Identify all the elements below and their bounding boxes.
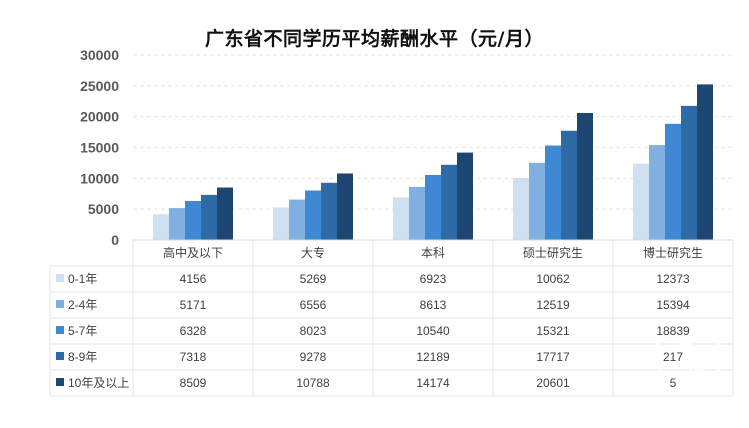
legend-label: 5-7年	[68, 324, 97, 338]
y-tick-label: 10000	[80, 170, 119, 186]
bar	[457, 152, 473, 240]
data-label: 8023	[300, 324, 327, 338]
bar	[545, 145, 561, 240]
bar	[289, 199, 305, 240]
legend-label: 2-4年	[68, 298, 97, 312]
bar	[633, 163, 649, 240]
legend-swatch	[56, 300, 64, 308]
y-tick-label: 15000	[80, 140, 119, 156]
y-tick-label: 5000	[88, 201, 119, 217]
data-table: 高中及以下 大专 本科 硕士研究生 博士研究生 0-1年 4156 5269 6923 10062…	[49, 239, 734, 397]
data-label: 10788	[296, 376, 330, 390]
bar	[577, 112, 593, 240]
data-label: 14174	[416, 376, 450, 390]
bar	[305, 190, 321, 240]
bar	[441, 164, 457, 240]
legend-label: 8-9年	[68, 350, 97, 364]
category-label: 硕士研究生	[523, 245, 583, 260]
bar	[513, 177, 529, 240]
bar	[321, 182, 337, 240]
data-label: 15321	[536, 324, 570, 338]
data-label: 12373	[656, 272, 690, 286]
data-label: 7318	[180, 350, 207, 364]
data-label: 4156	[180, 272, 207, 286]
y-tick-label: 30000	[80, 47, 119, 63]
data-label: 6556	[300, 298, 327, 312]
data-label: 8613	[420, 298, 447, 312]
bar	[337, 173, 353, 240]
data-label: 10062	[536, 272, 570, 286]
y-tick-label: 20000	[80, 109, 119, 125]
legend-swatch	[56, 378, 64, 386]
bar	[185, 200, 201, 240]
data-label: 5171	[180, 298, 207, 312]
bar	[697, 84, 713, 240]
y-tick-label: 0	[111, 232, 119, 248]
data-label: 15394	[656, 298, 690, 312]
data-label: 20601	[536, 376, 570, 390]
category-label: 本科	[421, 246, 445, 260]
y-axis-ticks: 0 5000 10000 15000 20000 25000 30000	[80, 47, 119, 248]
bar	[665, 123, 681, 240]
bar	[153, 214, 169, 240]
bar	[201, 194, 217, 240]
bar	[561, 130, 577, 240]
category-label: 博士研究生	[643, 245, 703, 260]
chart-title: 广东省不同学历平均薪酬水平（元/月）	[205, 28, 544, 50]
legend-swatch	[56, 352, 64, 360]
data-label: 6923	[420, 272, 447, 286]
data-label: 12189	[416, 350, 450, 364]
bars	[153, 84, 713, 240]
legend-label: 10年及以上	[68, 376, 129, 390]
data-label: 217	[663, 350, 683, 364]
legend-label: 0-1年	[68, 272, 97, 286]
bar	[217, 187, 233, 240]
data-label: 6328	[180, 324, 207, 338]
bar	[529, 162, 545, 240]
category-label: 大专	[301, 245, 325, 260]
bar	[649, 145, 665, 240]
category-label: 高中及以下	[163, 245, 223, 260]
bar	[409, 186, 425, 240]
y-tick-label: 25000	[80, 78, 119, 94]
data-label: 18839	[656, 324, 690, 338]
bar	[681, 105, 697, 240]
bar	[425, 175, 441, 240]
bar	[393, 197, 409, 240]
data-label: 17717	[536, 350, 570, 364]
data-label: 5	[670, 376, 677, 390]
data-label: 10540	[416, 324, 450, 338]
data-label: 12519	[536, 298, 570, 312]
bar	[273, 207, 289, 240]
data-label: 8509	[180, 376, 207, 390]
data-label: 9278	[300, 350, 327, 364]
legend-swatch	[56, 274, 64, 282]
bar	[169, 208, 185, 240]
data-label: 5269	[300, 272, 327, 286]
legend-swatch	[56, 326, 64, 334]
